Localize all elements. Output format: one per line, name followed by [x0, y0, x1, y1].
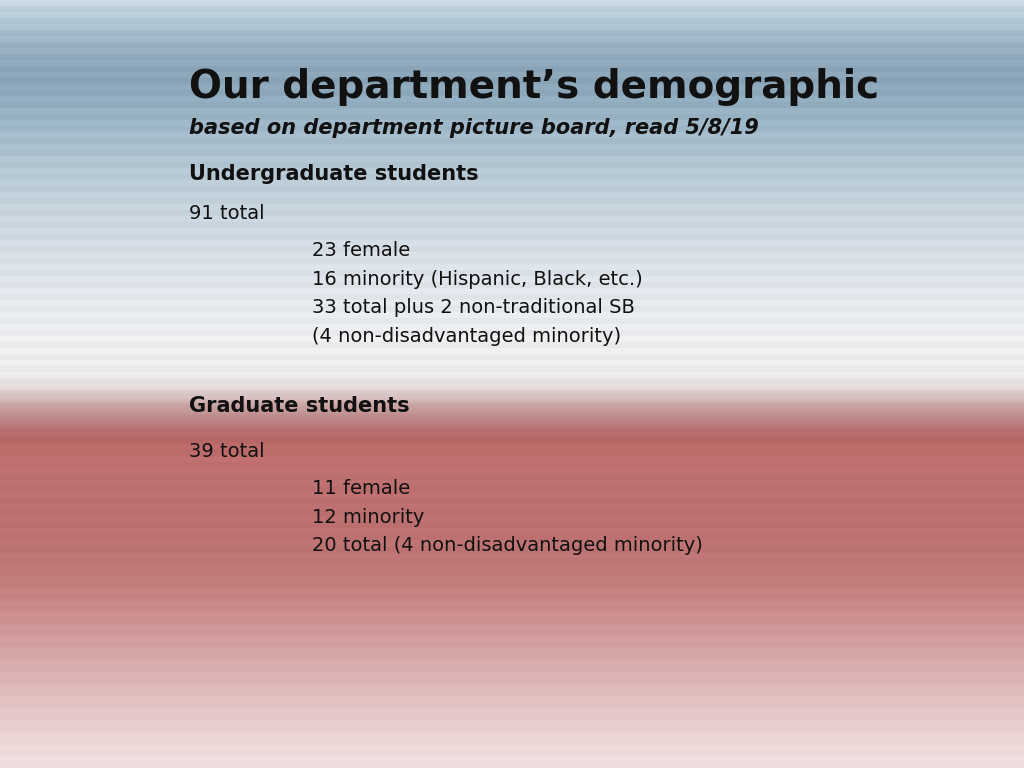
Text: 23 female: 23 female: [312, 240, 411, 260]
Text: 16 minority (Hispanic, Black, etc.): 16 minority (Hispanic, Black, etc.): [312, 270, 643, 289]
Text: 91 total: 91 total: [189, 204, 265, 223]
Text: (4 non-disadvantaged minority): (4 non-disadvantaged minority): [312, 326, 622, 346]
Text: based on department picture board, read 5/8/19: based on department picture board, read …: [189, 118, 759, 138]
Text: Undergraduate students: Undergraduate students: [189, 164, 479, 184]
Text: Our department’s demographic: Our department’s demographic: [189, 68, 880, 106]
Text: 33 total plus 2 non-traditional SB: 33 total plus 2 non-traditional SB: [312, 298, 635, 317]
Text: 12 minority: 12 minority: [312, 508, 425, 527]
Text: Graduate students: Graduate students: [189, 396, 410, 416]
Text: 11 female: 11 female: [312, 478, 411, 498]
Text: 20 total (4 non-disadvantaged minority): 20 total (4 non-disadvantaged minority): [312, 536, 703, 555]
Text: 39 total: 39 total: [189, 442, 265, 461]
